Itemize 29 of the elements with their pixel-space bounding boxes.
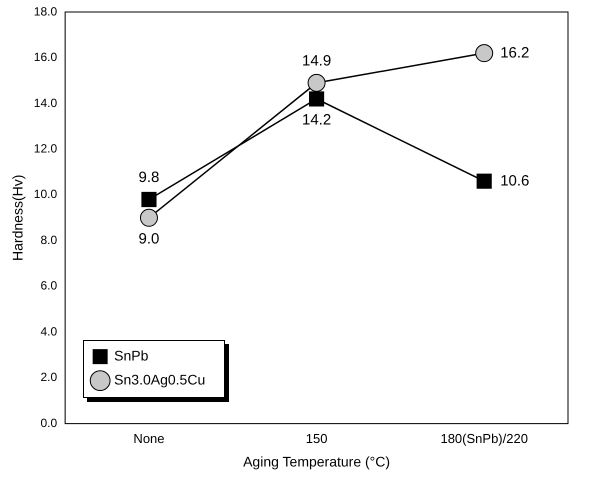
data-label: 9.0 xyxy=(138,230,160,248)
y-tick-label: 2.0 xyxy=(40,370,58,384)
point xyxy=(308,74,326,92)
x-tick-label: None xyxy=(133,430,164,446)
y-tick-label: 10.0 xyxy=(34,187,58,202)
x-axis-title: Aging Temperature (°C) xyxy=(243,453,390,470)
point xyxy=(475,44,494,62)
data-label: 9.8 xyxy=(138,169,160,186)
point xyxy=(309,91,324,106)
x-tick-label: 180(SnPb)/220 xyxy=(440,430,528,446)
y-tick-label: 18.0 xyxy=(34,4,58,18)
y-axis-title: Hardness(Hv) xyxy=(9,174,26,261)
y-tick-label: 8.0 xyxy=(40,232,58,247)
y-tick-label: 12.0 xyxy=(34,142,58,156)
data-label: 16.2 xyxy=(500,44,530,62)
y-tick-label: 0.0 xyxy=(40,416,58,430)
y-tick-label: 6.0 xyxy=(40,278,58,293)
y-tick-label: 16.0 xyxy=(34,50,58,64)
point xyxy=(140,208,158,227)
y-tick-label: 4.0 xyxy=(40,324,58,338)
data-label: 10.6 xyxy=(500,172,530,190)
data-label: 14.2 xyxy=(302,112,332,129)
point xyxy=(141,192,157,208)
y-tick-label: 14.0 xyxy=(34,96,58,110)
point xyxy=(476,174,492,189)
data-label: 14.9 xyxy=(302,52,332,70)
x-tick-label: 150 xyxy=(306,430,328,446)
legend-label: Sn3.0Ag0.5Cu xyxy=(114,371,206,388)
legend-label: SnPb xyxy=(114,347,149,364)
